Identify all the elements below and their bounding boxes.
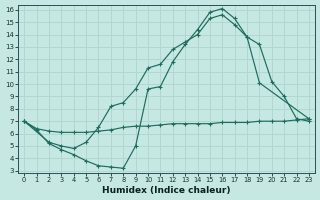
X-axis label: Humidex (Indice chaleur): Humidex (Indice chaleur) (102, 186, 231, 195)
